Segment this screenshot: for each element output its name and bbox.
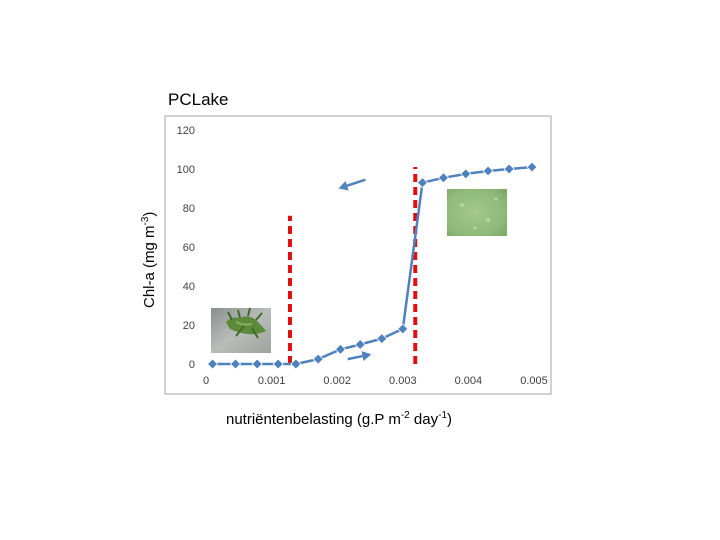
- data-point: [437, 172, 450, 184]
- data-point: [397, 323, 409, 335]
- data-point: [290, 358, 302, 370]
- data-series: [206, 161, 538, 370]
- macrophyte-photo: [211, 307, 271, 353]
- y-axis-title-base: Chl-a (mg m: [141, 225, 158, 308]
- x-tick-label: 0: [203, 375, 209, 387]
- y-axis-title-end: ): [141, 212, 158, 217]
- data-point: [229, 358, 242, 370]
- algae-photo: [447, 189, 507, 236]
- direction-arrows: [338, 178, 372, 361]
- data-point: [460, 168, 472, 180]
- data-point: [206, 358, 219, 370]
- x-axis-title-sup1: -2: [401, 410, 410, 421]
- x-tick-label: 0.002: [323, 375, 351, 387]
- data-point: [482, 165, 494, 177]
- x-tick-label: 0.003: [389, 375, 417, 387]
- direction-arrow: [347, 351, 372, 361]
- x-axis-title-sup2: -1: [438, 410, 447, 421]
- y-tick-label: 120: [177, 125, 195, 137]
- x-axis-title-base: nutriëntenbelasting (g.P m: [226, 411, 401, 428]
- data-point: [354, 338, 366, 351]
- y-tick-label: 0: [189, 359, 195, 371]
- data-point: [503, 163, 515, 175]
- y-axis-title: Chl-a (mg m-3): [140, 212, 158, 308]
- data-point: [251, 358, 263, 370]
- tick-labels: 0 0.001 0.002 0.003 0.004 0.005 0 20 40 60 80 100 12…: [177, 125, 548, 387]
- data-point: [376, 333, 388, 345]
- data-point: [272, 358, 284, 370]
- x-axis-title-end: ): [447, 411, 452, 428]
- x-tick-label: 0.004: [455, 375, 483, 387]
- x-tick-label: 0.005: [520, 375, 548, 387]
- x-axis-title: nutriëntenbelasting (g.P m-2 day-1): [226, 410, 452, 428]
- x-tick-label: 0.001: [258, 375, 286, 387]
- series-line: [212, 165, 533, 366]
- threshold-lines: [287, 167, 418, 364]
- y-tick-label: 100: [177, 164, 195, 176]
- data-point: [416, 177, 429, 189]
- y-axis-title-sup: -3: [140, 216, 151, 225]
- data-point: [312, 353, 324, 365]
- y-tick-label: 20: [183, 320, 195, 332]
- direction-arrow: [338, 178, 366, 191]
- chart-title: PCLake: [168, 90, 228, 109]
- y-tick-label: 40: [183, 281, 195, 293]
- y-tick-label: 80: [183, 203, 195, 215]
- data-point: [526, 161, 538, 173]
- x-axis-title-mid: day: [410, 411, 439, 428]
- y-tick-label: 60: [183, 242, 195, 254]
- data-point: [334, 343, 347, 355]
